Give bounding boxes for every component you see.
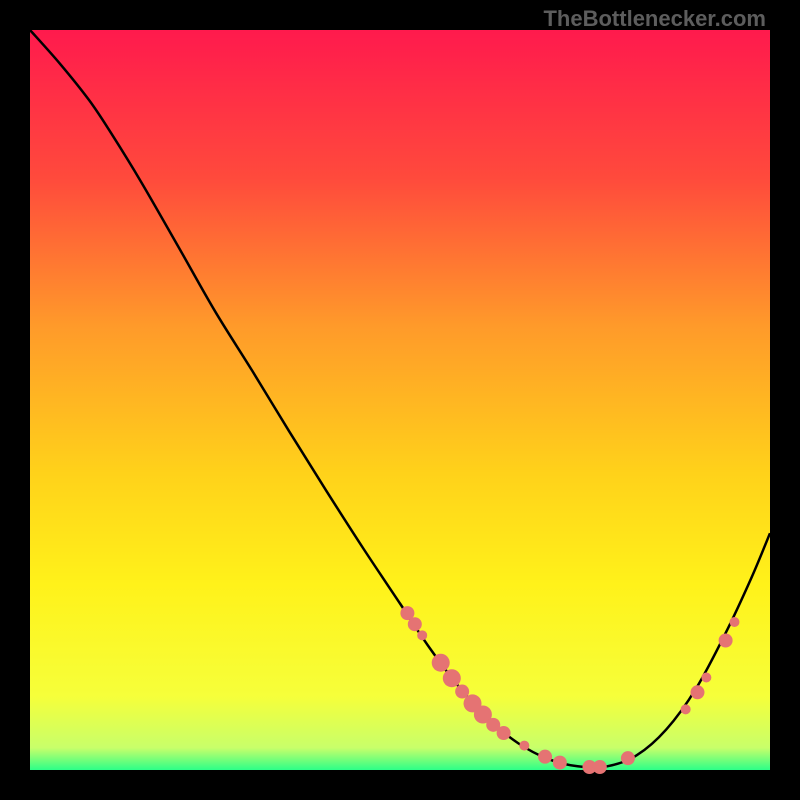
marker-point [538, 750, 552, 764]
markers-group [400, 606, 739, 774]
curve-line [30, 30, 770, 767]
marker-point [621, 751, 635, 765]
marker-point [519, 741, 529, 751]
marker-point [593, 760, 607, 774]
marker-point [729, 617, 739, 627]
marker-point [719, 634, 733, 648]
marker-point [408, 617, 422, 631]
marker-point [681, 704, 691, 714]
marker-point [417, 630, 427, 640]
chart-svg [30, 30, 770, 770]
marker-point [497, 726, 511, 740]
marker-point [443, 669, 461, 687]
marker-point [701, 673, 711, 683]
plot-area [30, 30, 770, 770]
marker-point [690, 685, 704, 699]
marker-point [553, 756, 567, 770]
watermark-text: TheBottlenecker.com [543, 6, 766, 32]
marker-point [432, 654, 450, 672]
